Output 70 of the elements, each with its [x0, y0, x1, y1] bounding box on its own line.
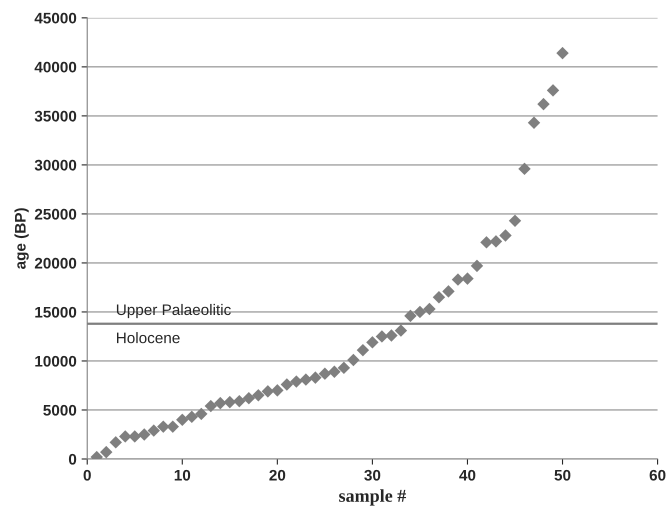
point — [423, 302, 436, 316]
y-axis-title: age (BP) — [14, 208, 29, 269]
point — [394, 324, 408, 337]
point — [356, 344, 370, 356]
point — [242, 392, 256, 404]
x-tick-label: 40 — [459, 470, 476, 481]
x-tick-label: 0 — [84, 470, 91, 481]
y-tick-label: 40000 — [34, 62, 76, 73]
point — [186, 410, 198, 424]
point — [252, 389, 265, 402]
point — [461, 272, 474, 285]
point — [309, 371, 322, 384]
point — [432, 291, 446, 304]
y-tick-label: 25000 — [34, 208, 76, 220]
point — [528, 116, 540, 129]
point — [148, 424, 160, 437]
y-tick-label: 20000 — [34, 258, 76, 269]
point — [556, 46, 569, 60]
y-tick-label: 45000 — [34, 12, 76, 24]
annotation: Holocene — [117, 332, 180, 344]
point — [214, 396, 227, 410]
y-tick-label: 10000 — [35, 356, 76, 367]
x-tick-label: 60 — [650, 470, 666, 481]
point — [176, 414, 188, 426]
point — [338, 362, 350, 374]
point — [366, 336, 379, 349]
point — [166, 420, 179, 433]
point — [470, 260, 484, 272]
point — [271, 384, 284, 397]
point — [224, 396, 236, 408]
point — [318, 368, 332, 380]
point — [442, 285, 455, 298]
point — [480, 236, 493, 249]
point — [290, 375, 303, 388]
point — [138, 428, 150, 441]
point — [328, 366, 341, 378]
x-axis-title: sample # — [339, 489, 406, 506]
point — [376, 330, 388, 343]
point — [404, 310, 417, 322]
x-tick-label: 20 — [269, 470, 286, 481]
x-tick-label: 50 — [554, 470, 570, 481]
point — [508, 214, 522, 227]
point — [546, 84, 560, 97]
point — [195, 408, 208, 420]
annotation: Upper Palaeolitic — [116, 304, 231, 318]
point — [119, 430, 132, 443]
point — [300, 373, 312, 386]
x-tick-label: 30 — [364, 470, 380, 481]
point — [499, 229, 512, 242]
point — [157, 420, 170, 433]
point — [452, 273, 464, 286]
y-tick-label: 0 — [68, 454, 76, 465]
point — [110, 436, 122, 449]
point — [537, 98, 550, 110]
point — [233, 394, 246, 408]
x-tick-label: 10 — [174, 470, 190, 481]
point — [490, 235, 502, 248]
point — [100, 446, 112, 458]
y-tick-label: 15000 — [35, 306, 76, 318]
point — [262, 385, 274, 398]
point — [128, 430, 141, 443]
point — [347, 354, 360, 366]
point — [518, 162, 531, 176]
point — [204, 400, 218, 412]
y-tick-label: 30000 — [34, 160, 76, 171]
point — [280, 378, 294, 391]
y-tick-label: 35000 — [34, 110, 76, 122]
point — [385, 329, 398, 342]
point — [414, 306, 426, 318]
y-tick-label: 5000 — [43, 404, 76, 416]
